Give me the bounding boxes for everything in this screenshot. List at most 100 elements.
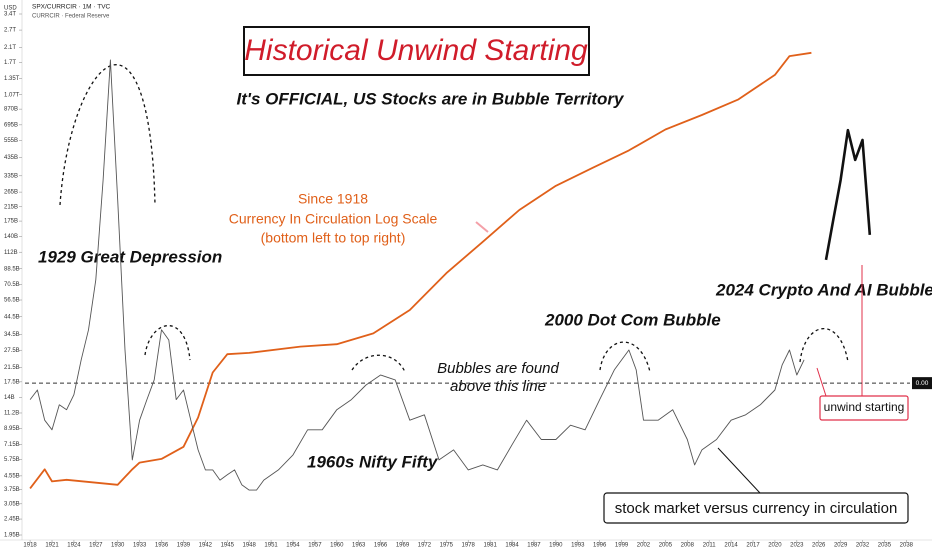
x-tick-label: 1993: [571, 543, 585, 549]
x-tick-label: 1939: [177, 543, 191, 549]
y-tick-label: 555B: [4, 138, 18, 144]
annotation: 2000 Dot Com Bubble: [544, 310, 721, 329]
y-tick-label: 17.5B: [4, 379, 20, 385]
y-tick-label: 695B: [4, 122, 18, 128]
x-tick-label: 1927: [89, 543, 103, 549]
y-tick-label: 2.1T: [4, 45, 16, 51]
axis-unit: USD: [4, 6, 17, 12]
annotation: stock market versus currency in circulat…: [615, 500, 898, 517]
y2-tick-label: 0.00: [916, 380, 929, 387]
x-tick-label: 2032: [856, 543, 870, 549]
x-tick-label: 1954: [286, 543, 300, 549]
x-tick-label: 2014: [724, 543, 738, 549]
pointer: [475, 221, 489, 233]
annotation: Since 1918: [298, 191, 368, 207]
x-tick-label: 1999: [615, 543, 629, 549]
arc-arrow: [351, 354, 406, 373]
x-tick-label: 1963: [352, 543, 366, 549]
y-tick-label: 2.7T: [4, 28, 16, 34]
pointer: [717, 447, 761, 494]
y-tick-label: 3.4T: [4, 12, 16, 18]
x-tick-label: 1975: [440, 543, 454, 549]
callout-box: [603, 492, 909, 524]
x-tick-label: 1990: [549, 543, 563, 549]
x-tick-label: 1957: [308, 543, 322, 549]
x-tick-label: 2035: [878, 543, 892, 549]
x-tick-label: 1921: [45, 543, 59, 549]
subtitle: It's OFFICIAL, US Stocks are in Bubble T…: [237, 89, 625, 108]
y-tick-label: 14B: [4, 395, 15, 401]
series-line: [29, 51, 812, 489]
series-line: [29, 59, 805, 491]
x-tick-label: 1969: [396, 543, 410, 549]
y-tick-label: 3.75B: [4, 487, 20, 493]
y-tick-label: 3.05B: [4, 501, 20, 507]
x-tick-label: 2008: [681, 543, 695, 549]
annotation: 1929 Great Depression: [38, 247, 222, 266]
x-tick-label: 1948: [242, 543, 256, 549]
annotation: (bottom left to top right): [261, 230, 406, 246]
y-tick-label: 1.95B: [4, 533, 20, 539]
x-tick-label: 2002: [637, 543, 651, 549]
y-tick-label: 56.5B: [4, 298, 20, 304]
arc-arrow: [799, 327, 849, 363]
arc-arrow: [59, 64, 156, 206]
y-tick-label: 1.07T: [4, 92, 20, 98]
y-tick-label: 21.5B: [4, 365, 20, 371]
annotation: Bubbles are found: [437, 360, 559, 377]
y-tick-label: 435B: [4, 155, 18, 161]
x-tick-label: 2038: [900, 543, 914, 549]
annotation: 2024 Crypto And AI Bubble: [715, 280, 932, 299]
pointer: [816, 265, 863, 397]
x-tick-label: 1933: [133, 543, 147, 549]
x-tick-label: 1930: [111, 543, 125, 549]
y-tick-label: 1.35T: [4, 76, 20, 82]
x-tick-label: 2026: [812, 543, 826, 549]
y-tick-label: 70.5B: [4, 282, 20, 288]
x-tick-label: 1987: [527, 543, 541, 549]
x-tick-label: 2011: [703, 543, 717, 549]
x-tick-label: 1978: [462, 543, 476, 549]
source-label: CURRCIR · Federal Reserve: [32, 14, 110, 20]
x-tick-label: 1966: [374, 543, 388, 549]
x-tick-label: 2005: [659, 543, 673, 549]
y-tick-label: 335B: [4, 173, 18, 179]
annotation: unwind starting: [824, 400, 905, 414]
x-tick-label: 1996: [593, 543, 607, 549]
x-tick-label: 1936: [155, 543, 169, 549]
y-tick-label: 265B: [4, 190, 18, 196]
x-tick-label: 1960: [330, 543, 344, 549]
y-tick-label: 5.75B: [4, 457, 20, 463]
y-tick-label: 175B: [4, 219, 18, 225]
annotation: Currency In Circulation Log Scale: [229, 211, 438, 227]
annotation: above this line: [450, 378, 546, 395]
chart-title: Historical Unwind Starting: [244, 34, 588, 67]
x-tick-label: 1942: [199, 543, 213, 549]
y-tick-label: 7.15B: [4, 442, 20, 448]
x-tick-label: 1918: [23, 543, 37, 549]
y-tick-label: 34.5B: [4, 332, 20, 338]
x-tick-label: 1984: [505, 543, 519, 549]
y-tick-label: 11.2B: [4, 411, 19, 417]
x-tick-label: 2017: [746, 543, 760, 549]
x-tick-label: 1951: [264, 543, 278, 549]
callout-box: [819, 395, 909, 421]
y-tick-label: 44.5B: [4, 314, 20, 320]
title-box: [243, 26, 590, 76]
y-tick-label: 112B: [4, 250, 18, 256]
x-tick-label: 2020: [768, 543, 782, 549]
y-tick-label: 140B: [4, 234, 18, 240]
y-tick-label: 2.45B: [4, 517, 20, 523]
symbol-label: SPX/CURRCIR · 1M · TVC: [32, 4, 111, 11]
y-tick-label: 870B: [4, 107, 18, 113]
x-tick-label: 1972: [418, 543, 432, 549]
x-tick-label: 1924: [67, 543, 81, 549]
x-tick-label: 1981: [483, 543, 497, 549]
x-tick-label: 2029: [834, 543, 848, 549]
y-tick-label: 4.55B: [4, 473, 20, 479]
series-line: [824, 128, 872, 261]
y2-tick-box: [912, 377, 932, 390]
x-tick-label: 1945: [221, 543, 235, 549]
